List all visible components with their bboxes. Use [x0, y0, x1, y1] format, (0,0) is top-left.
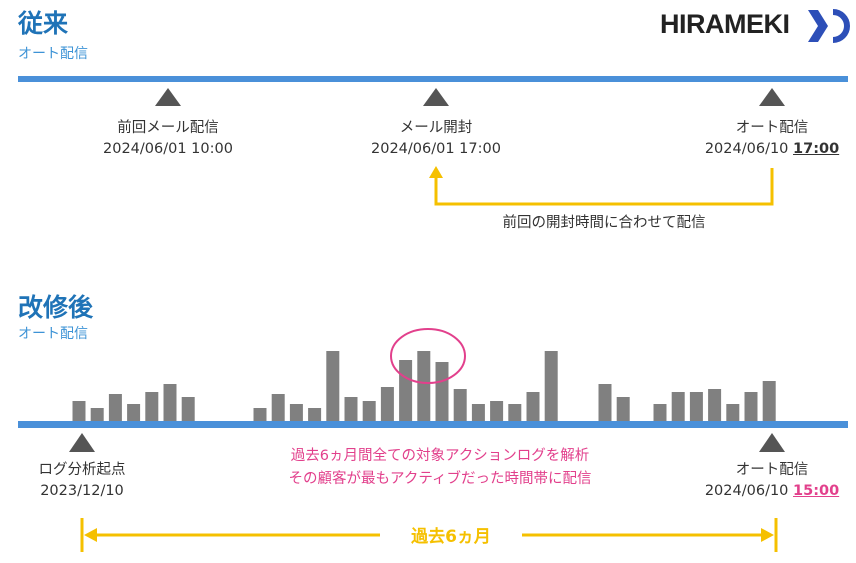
activity-bar — [417, 351, 431, 421]
bracket-label: 前回の開封時間に合わせて配信 — [502, 215, 706, 231]
event-label: ログ分析起点 — [38, 462, 126, 478]
logo-mark — [808, 9, 850, 43]
activity-bar — [671, 392, 685, 421]
activity-bar — [598, 384, 612, 421]
activity-bar — [271, 394, 285, 421]
event-label: オート配信 — [735, 120, 809, 136]
section-subtitle-after: オート配信 — [18, 326, 88, 342]
activity-bar — [708, 389, 722, 421]
activity-bar — [108, 394, 122, 421]
event-time: 17:00 — [793, 141, 840, 157]
activity-bar — [289, 404, 303, 421]
event-time: 15:00 — [793, 483, 840, 499]
activity-bar — [181, 397, 195, 421]
event-datetime: 2024/06/01 10:00 — [103, 141, 233, 157]
peak-highlight-circle — [390, 328, 466, 384]
activity-bar — [453, 389, 467, 421]
activity-bar — [344, 397, 358, 421]
period-label: 過去6ヵ月 — [411, 527, 491, 547]
activity-bar — [435, 362, 449, 421]
logo-text: HIRAMEKI — [660, 9, 790, 39]
marker-triangle — [759, 433, 785, 452]
event-label: オート配信 — [735, 462, 809, 478]
activity-bar — [616, 397, 630, 421]
marker-triangle — [423, 88, 449, 106]
event-label: 前回メール配信 — [117, 120, 219, 136]
activity-bar — [308, 408, 322, 421]
arrowhead-left — [84, 528, 97, 542]
activity-bar — [490, 401, 504, 421]
note-line: 過去6ヵ月間全ての対象アクションログを解析 — [290, 448, 590, 464]
activity-bar — [726, 404, 740, 421]
activity-bar — [526, 392, 540, 421]
activity-bar — [145, 392, 159, 421]
section-title-before: 従来 — [18, 9, 69, 38]
activity-bar — [508, 404, 522, 421]
event-date: 2024/06/10 — [704, 141, 789, 157]
activity-bar — [362, 401, 376, 421]
activity-bar — [326, 351, 340, 421]
marker-triangle — [759, 88, 785, 106]
activity-bar — [399, 360, 413, 421]
analysis-note: 過去6ヵ月間全ての対象アクションログを解析 その顧客が最もアクティブだった時間帯… — [240, 445, 640, 491]
note-line: その顧客が最もアクティブだった時間帯に配信 — [288, 471, 592, 487]
period-arrow — [80, 518, 778, 552]
event-label: メール開封 — [399, 120, 473, 136]
activity-bar — [471, 404, 485, 421]
section-title-after: 改修後 — [18, 293, 94, 322]
arrowhead-right — [761, 528, 774, 542]
activity-bar — [127, 404, 141, 421]
event-date: 2023/12/10 — [40, 483, 124, 499]
event-mail-open: メール開封 2024/06/01 17:00 — [316, 118, 556, 160]
marker-triangle — [69, 433, 95, 452]
activity-bar — [90, 408, 104, 421]
activity-bar — [163, 384, 177, 421]
timeline-before — [18, 76, 848, 82]
activity-bar — [744, 392, 758, 421]
activity-bars — [72, 351, 776, 421]
event-datetime: 2024/06/01 17:00 — [371, 141, 501, 157]
activity-bar — [689, 392, 703, 421]
activity-bar — [544, 351, 558, 421]
event-date: 2024/06/10 — [704, 483, 789, 499]
activity-bar — [380, 387, 394, 421]
bracket-arrow — [434, 168, 774, 206]
arrowhead-up — [429, 166, 443, 178]
activity-bar — [653, 404, 667, 421]
event-auto-send-after: オート配信 2024/06/10 15:00 — [652, 460, 856, 502]
timeline-after — [18, 421, 848, 428]
section-subtitle-before: オート配信 — [18, 46, 88, 62]
marker-triangle — [155, 88, 181, 106]
event-previous-send: 前回メール配信 2024/06/01 10:00 — [48, 118, 288, 160]
activity-bar — [72, 401, 86, 421]
event-auto-send-before: オート配信 2024/06/10 17:00 — [652, 118, 856, 160]
event-log-start: ログ分析起点 2023/12/10 — [0, 460, 202, 502]
activity-bar — [762, 381, 776, 421]
activity-bar — [253, 408, 267, 421]
